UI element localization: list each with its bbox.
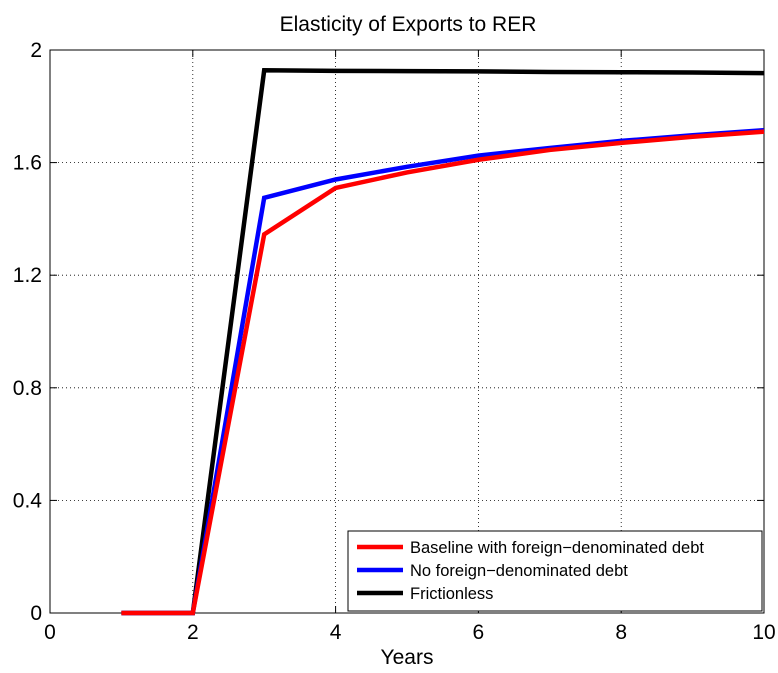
legend: Baseline with foreign−denominated debt No… <box>347 530 763 612</box>
chart-title: Elasticity of Exports to RER <box>280 13 537 36</box>
plot-area-frame <box>49 49 765 614</box>
y-tick-label-0: 0 <box>30 602 42 625</box>
legend-entries: Baseline with foreign−denominated debt No… <box>357 539 704 603</box>
series-line-2 <box>121 68 765 616</box>
legend-box <box>347 530 763 612</box>
x-tick-label-5: 10 <box>752 621 775 644</box>
y-tick-label-1: 0.4 <box>13 489 43 512</box>
grid-lines <box>50 50 764 613</box>
series-line-0 <box>121 129 765 616</box>
x-tick-label-2: 4 <box>330 621 342 644</box>
legend-label-2: Frictionless <box>410 585 493 603</box>
y-tick-label-4: 1.6 <box>13 152 42 175</box>
series-lines <box>121 68 765 616</box>
y-tick-label-2: 0.8 <box>13 377 42 400</box>
axis-ticks: 0 2 4 6 8 10 0 0.4 0.8 1.2 1.6 2 <box>13 39 776 644</box>
legend-label-0: Baseline with foreign−denominated debt <box>410 539 704 557</box>
x-tick-label-3: 6 <box>473 621 485 644</box>
x-axis-label: Years <box>381 646 434 668</box>
y-tick-label-3: 1.2 <box>13 264 42 287</box>
legend-label-1: No foreign−denominated debt <box>410 562 628 580</box>
x-tick-label-4: 8 <box>615 621 627 644</box>
x-tick-label-0: 0 <box>44 621 56 644</box>
y-tick-label-5: 2 <box>30 39 42 62</box>
x-tick-label-1: 2 <box>187 621 199 644</box>
